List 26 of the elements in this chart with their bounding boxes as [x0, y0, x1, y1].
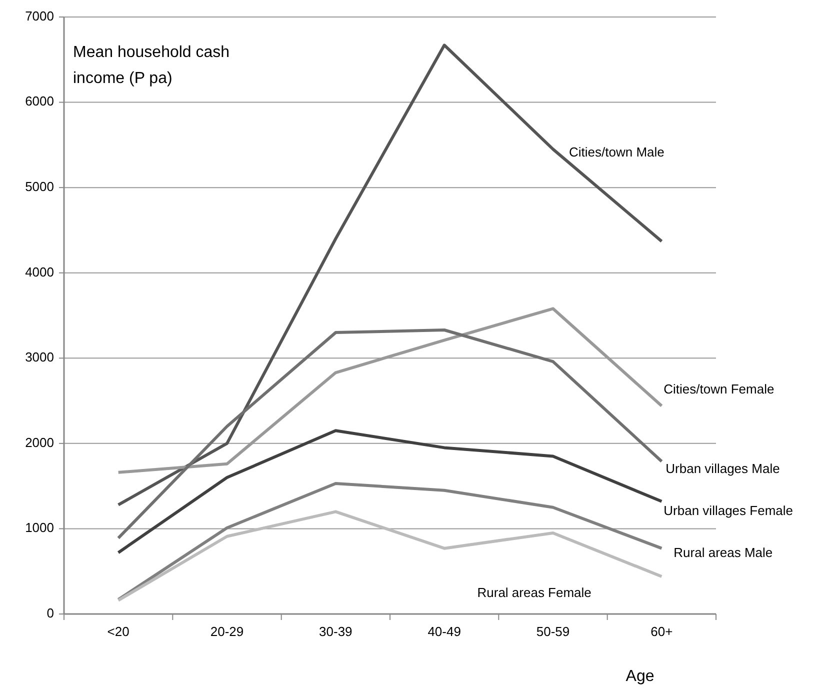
y-tick-label: 1000: [25, 520, 54, 536]
y-tick-label: 6000: [25, 94, 54, 109]
line-series: [116, 510, 664, 602]
y-tick-label: 3000: [25, 350, 54, 365]
x-tick-label: 20-29: [210, 624, 244, 639]
series-label: Cities/town Male: [569, 144, 664, 160]
x-axis-title: Age: [626, 668, 654, 685]
text: Rural areas Female: [477, 584, 592, 600]
y-tick-label: 4000: [25, 264, 54, 280]
y-tick-label: 2000: [25, 434, 54, 450]
x-tick-label: 40-49: [428, 624, 461, 639]
x-tick-label: 30-39: [319, 624, 352, 639]
x-tick-label: <20: [107, 624, 130, 639]
series-label: Urban villages Female: [664, 502, 794, 518]
x-tick-label: 60+: [650, 624, 673, 639]
y-axis-title: Mean household cash income (P pa): [73, 44, 230, 87]
y-tick-label: 0: [46, 605, 54, 620]
y-tick-label: 7000: [25, 8, 54, 24]
y-tick-label: 5000: [25, 179, 54, 194]
series-label: Cities/town Female: [664, 381, 774, 396]
line-series: [116, 429, 664, 554]
series-label: Rural areas Male: [674, 544, 773, 560]
line-series: [116, 328, 664, 540]
series-label: Urban villages Male: [666, 460, 780, 476]
line-series: [116, 482, 664, 601]
x-tick-label: 50-59: [536, 624, 570, 639]
